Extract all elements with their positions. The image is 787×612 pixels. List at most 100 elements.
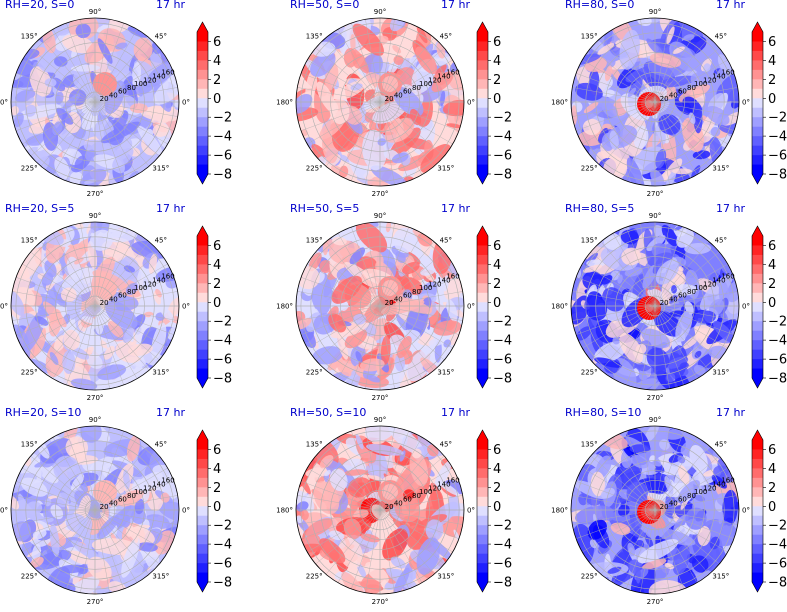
grid-spoke xyxy=(379,251,445,307)
colorbar-tick-label: 2 xyxy=(213,73,221,88)
grid-spoke xyxy=(365,427,381,511)
radial-tick-label: 120 xyxy=(428,280,441,288)
angle-tick-label: 180° xyxy=(276,507,293,515)
colorbar-band xyxy=(197,449,208,460)
polar-frame xyxy=(570,221,740,391)
grid-spoke xyxy=(654,101,710,167)
radial-tick-label: 120 xyxy=(143,280,156,288)
contour-patch xyxy=(609,130,619,151)
colorbar-tick-label: −6 xyxy=(493,149,512,164)
grid-spoke xyxy=(94,427,110,511)
radial-tick-label: 120 xyxy=(703,76,716,84)
radial-tick-label: 80 xyxy=(687,492,696,500)
grid-spoke xyxy=(654,29,698,103)
colorbar-band xyxy=(477,50,488,61)
contour-patch xyxy=(103,345,115,360)
panel-8: 20 40 60 801001201401600°45°90°135°180°225°… xyxy=(551,406,787,606)
contour-patch xyxy=(52,121,63,136)
contour-patch xyxy=(590,471,605,497)
angle-tick-label: 0° xyxy=(467,303,475,311)
grid-spoke xyxy=(94,251,160,307)
colorbar-tick-label: −8 xyxy=(213,372,232,387)
colorbar-band xyxy=(477,79,488,90)
angle-tick-label: 180° xyxy=(0,99,8,107)
contour-patch xyxy=(629,444,651,454)
colorbar-band xyxy=(197,98,208,109)
contour-patch xyxy=(643,521,652,538)
contour-patch xyxy=(633,125,649,149)
contour-patch xyxy=(610,270,620,281)
contour-patch xyxy=(710,126,721,137)
contour-patch xyxy=(621,247,641,266)
grid-spoke xyxy=(94,509,178,525)
panel-time-label: 17 hr xyxy=(441,406,470,419)
grid-spoke xyxy=(307,101,381,145)
colorbar-band xyxy=(752,283,763,294)
colorbar-tick-label: 6 xyxy=(213,239,221,254)
angle-tick-label: 225° xyxy=(581,572,598,580)
contour-patch xyxy=(97,38,113,64)
radial-tick-label: 60 xyxy=(403,292,412,300)
colorbar-band xyxy=(477,330,488,341)
grid-spoke xyxy=(576,481,656,511)
grid-spoke xyxy=(66,431,96,511)
contour-patch xyxy=(694,364,706,376)
contour-patch xyxy=(137,542,158,552)
angle-tick-label: 45° xyxy=(440,33,452,41)
grid-spoke xyxy=(325,305,381,371)
grid-spoke xyxy=(572,87,656,103)
grid-spoke xyxy=(572,495,656,511)
colorbar: 6 4 2 0 −2 −4 −6 −8 xyxy=(751,21,787,185)
grid-spoke xyxy=(315,509,381,565)
contour-patch xyxy=(635,564,641,584)
colorbar-extend-top xyxy=(197,430,208,440)
angle-tick-label: 0° xyxy=(467,99,475,107)
grid-spoke xyxy=(379,101,463,117)
colorbar-tick-label: 6 xyxy=(493,443,501,458)
colorbar-band xyxy=(197,254,208,265)
colorbar-tick-label: −2 xyxy=(768,519,787,534)
grid-spoke xyxy=(365,223,381,307)
grid-spoke xyxy=(379,277,459,307)
radial-tick-label: 140 xyxy=(152,481,165,489)
colorbar-extend-bottom xyxy=(752,582,763,592)
grid-spoke xyxy=(379,509,395,593)
colorbar-band xyxy=(197,117,208,127)
contour-patch xyxy=(705,252,721,282)
colorbar-extend-top xyxy=(752,430,763,440)
colorbar-band xyxy=(197,506,208,517)
colorbar-band xyxy=(477,349,488,360)
contour-patch xyxy=(60,287,77,303)
radial-tick-label: 140 xyxy=(437,73,450,81)
contour-patch xyxy=(97,364,127,381)
colorbar: 6 4 2 0 −2 −4 −6 −8 xyxy=(476,429,512,593)
colorbar-band xyxy=(752,572,763,583)
contour-patch xyxy=(74,155,87,170)
grid-spoke xyxy=(94,23,124,103)
contour-patch xyxy=(352,53,366,69)
contour-patch xyxy=(41,272,54,286)
grid-spoke xyxy=(654,305,728,349)
grid-spoke xyxy=(30,101,96,157)
contour-patch xyxy=(666,26,675,45)
colorbar-band xyxy=(752,340,763,350)
radial-tick-label: 140 xyxy=(712,73,725,81)
grid-spoke xyxy=(612,101,656,175)
grid-spoke xyxy=(600,241,656,307)
contour-patch xyxy=(589,539,598,549)
contour-patch xyxy=(70,64,101,72)
contour-patch xyxy=(393,567,410,594)
grid-spoke xyxy=(40,101,96,167)
colorbar-tick-label: 2 xyxy=(493,277,501,292)
grid-spoke xyxy=(590,305,656,361)
grid-spoke xyxy=(654,227,684,307)
contour-patch xyxy=(296,93,313,114)
grid-spoke xyxy=(582,509,656,553)
grid-spoke xyxy=(379,241,435,307)
angle-tick-label: 45° xyxy=(715,441,727,449)
grid-spoke xyxy=(351,23,381,103)
colorbar-band xyxy=(197,302,208,313)
colorbar-tick-label: 6 xyxy=(768,35,776,50)
grid-spoke xyxy=(16,305,96,335)
